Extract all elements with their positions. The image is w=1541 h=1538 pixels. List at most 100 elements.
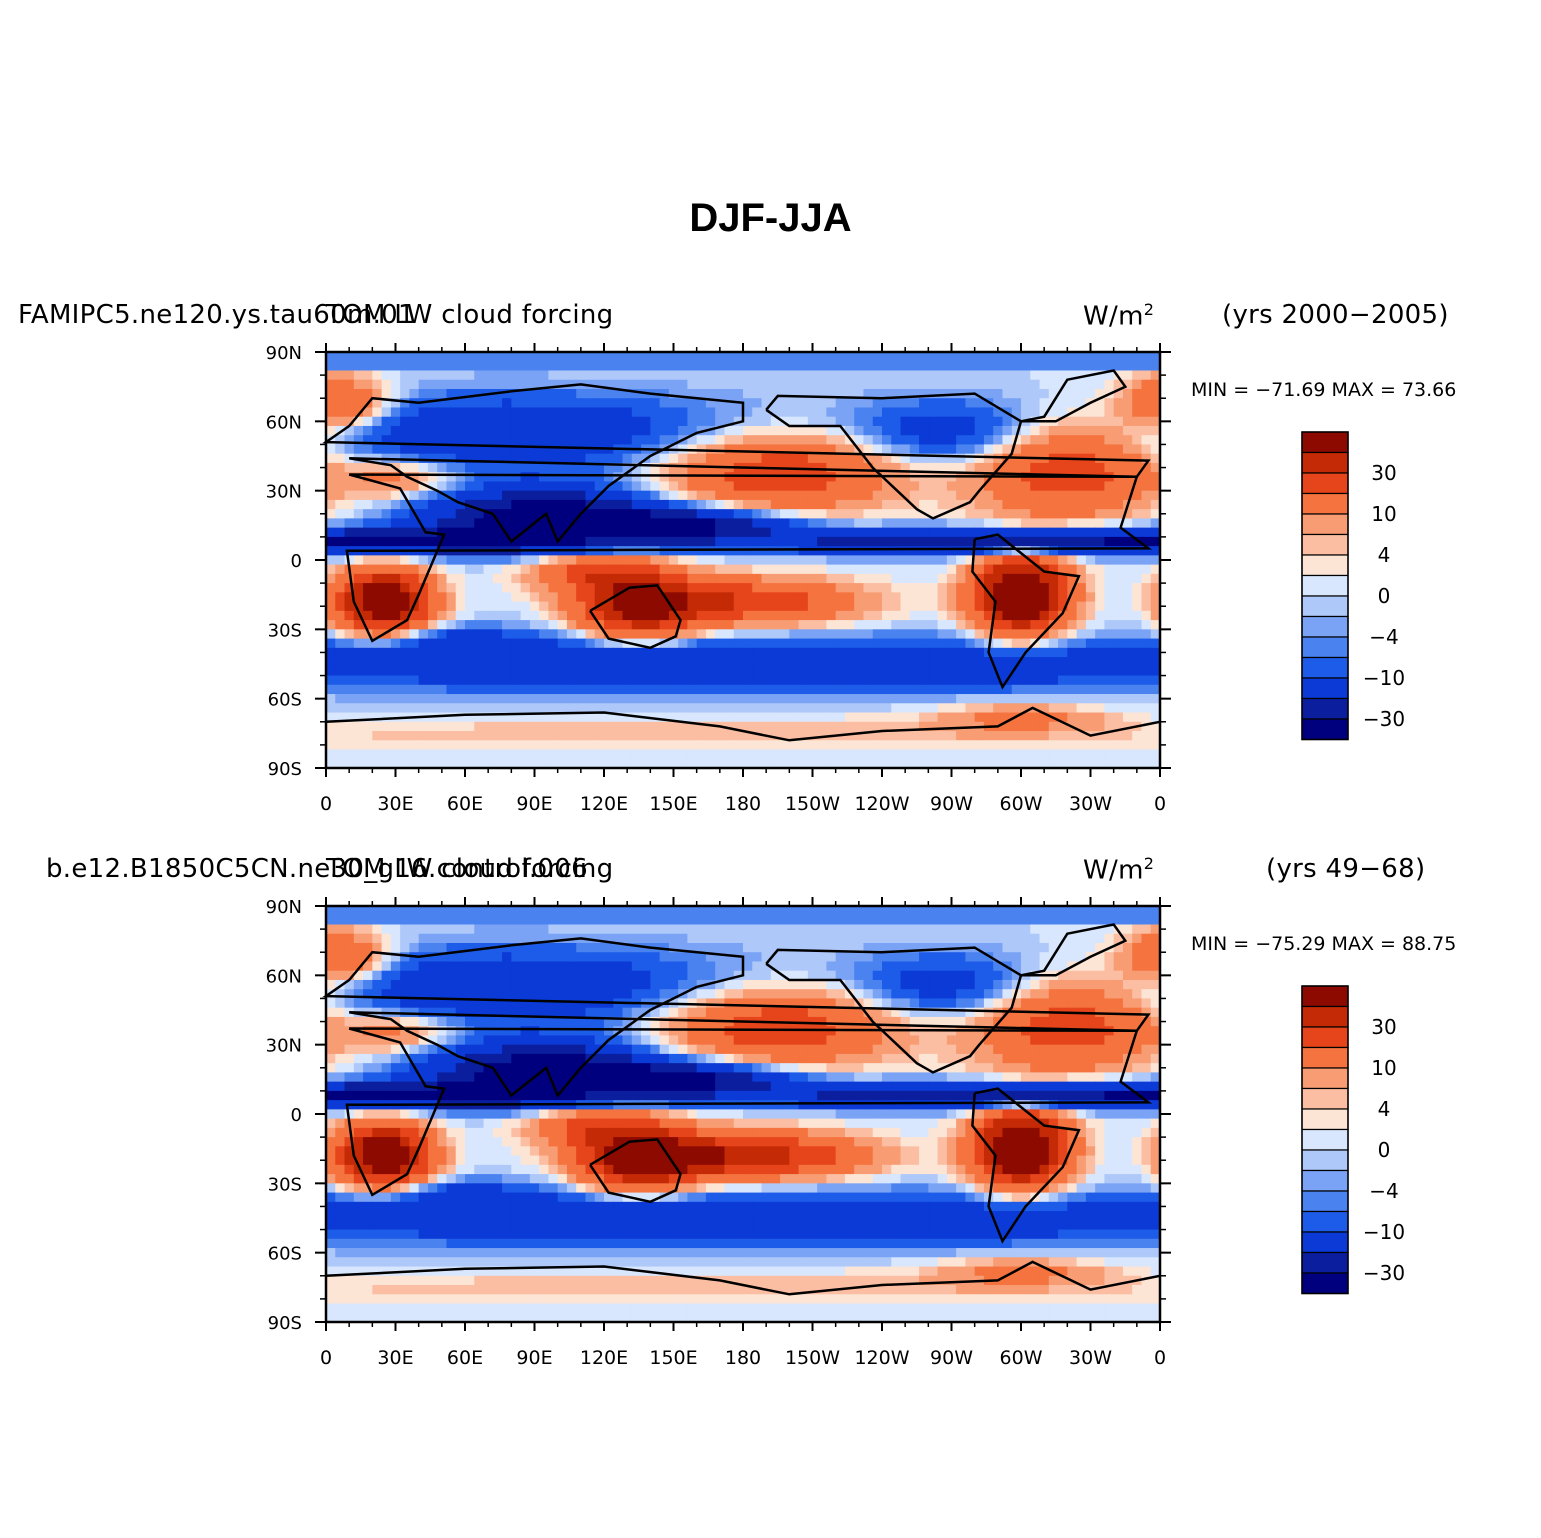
- field-cell: [502, 416, 512, 427]
- field-cell: [492, 444, 503, 455]
- field-cell: [363, 675, 373, 686]
- field-cell: [381, 444, 392, 455]
- field-cell: [1067, 536, 1078, 547]
- field-cell: [418, 933, 429, 944]
- field-cell: [613, 361, 624, 372]
- field-cell: [872, 379, 883, 390]
- field-cell: [974, 610, 985, 621]
- field-cell: [789, 398, 800, 409]
- field-cell: [326, 555, 336, 566]
- field-cell: [613, 527, 624, 538]
- field-cell: [344, 601, 355, 612]
- field-cell: [807, 731, 818, 741]
- field-cell: [835, 536, 846, 547]
- field-cell: [372, 915, 383, 926]
- field-cell: [604, 361, 614, 372]
- field-cell: [520, 573, 531, 584]
- field-cell: [891, 952, 902, 963]
- field-cell: [622, 675, 633, 686]
- field-cell: [326, 906, 336, 916]
- field-cell: [455, 352, 466, 362]
- field-cell: [529, 952, 540, 963]
- field-cell: [835, 462, 846, 473]
- field-cell: [363, 657, 373, 667]
- field-cell: [372, 388, 383, 399]
- field-cell: [1095, 620, 1105, 630]
- field-cell: [594, 610, 605, 621]
- field-cell: [427, 564, 438, 575]
- field-cell: [465, 499, 475, 510]
- field-cell: [844, 758, 855, 769]
- field-cell: [1058, 749, 1068, 760]
- field-cell: [900, 620, 911, 630]
- field-cell: [678, 915, 688, 926]
- field-cell: [418, 536, 429, 547]
- field-cell: [909, 453, 920, 464]
- field-cell: [557, 379, 568, 390]
- field-cell: [826, 564, 837, 575]
- field-cell: [835, 527, 846, 538]
- field-cell: [557, 518, 568, 529]
- x-tick-label: 90E: [516, 793, 552, 815]
- field-cell: [807, 675, 818, 686]
- field-cell: [335, 721, 346, 732]
- field-cell: [1058, 666, 1068, 677]
- field-cell: [770, 518, 781, 529]
- field-cell: [1113, 638, 1124, 649]
- field-cell: [502, 758, 512, 769]
- field-cell: [928, 694, 939, 704]
- field-cell: [1122, 721, 1133, 732]
- field-cell: [946, 620, 957, 630]
- field-cell: [455, 629, 466, 640]
- field-cell: [826, 398, 837, 409]
- field-cell: [446, 481, 457, 492]
- field-cell: [1030, 518, 1041, 529]
- field-cell: [752, 952, 763, 963]
- field-cell: [437, 379, 448, 390]
- field-cell: [1002, 527, 1013, 538]
- field-cell: [446, 536, 457, 547]
- field-cell: [659, 647, 670, 658]
- field-cell: [882, 361, 892, 372]
- field-cell: [724, 638, 735, 649]
- field-cell: [733, 684, 744, 695]
- field-cell: [400, 749, 410, 760]
- field-cell: [622, 942, 633, 953]
- field-cell: [705, 731, 716, 741]
- field-cell: [733, 740, 744, 751]
- field-cell: [1048, 731, 1059, 741]
- field-cell: [326, 684, 336, 695]
- field-cell: [557, 620, 568, 630]
- field-cell: [1076, 961, 1087, 972]
- field-cell: [956, 638, 966, 649]
- field-cell: [1039, 379, 1050, 390]
- field-cell: [631, 647, 642, 658]
- field-cell: [835, 684, 846, 695]
- field-cell: [872, 462, 883, 473]
- field-cell: [705, 592, 716, 603]
- field-cell: [900, 915, 911, 926]
- x-tick-label: 120W: [854, 793, 909, 815]
- field-cell: [1104, 933, 1115, 944]
- field-cell: [900, 379, 911, 390]
- field-cell: [1011, 684, 1022, 695]
- field-cell: [1113, 361, 1124, 372]
- field-cell: [826, 906, 837, 916]
- field-cell: [724, 712, 735, 723]
- field-cell: [335, 499, 346, 510]
- field-cell: [427, 499, 438, 510]
- field-cell: [492, 601, 503, 612]
- field-cell: [483, 694, 494, 704]
- field-cell: [1002, 546, 1013, 556]
- field-cell: [1048, 444, 1059, 455]
- field-cell: [566, 675, 577, 686]
- field-cell: [807, 416, 818, 427]
- field-cell: [1150, 564, 1161, 575]
- field-cell: [872, 961, 883, 972]
- field-cell: [455, 942, 466, 953]
- field-cell: [465, 712, 475, 723]
- field-cell: [724, 490, 735, 501]
- field-cell: [1141, 573, 1152, 584]
- field-cell: [483, 352, 494, 362]
- field-cell: [492, 629, 503, 640]
